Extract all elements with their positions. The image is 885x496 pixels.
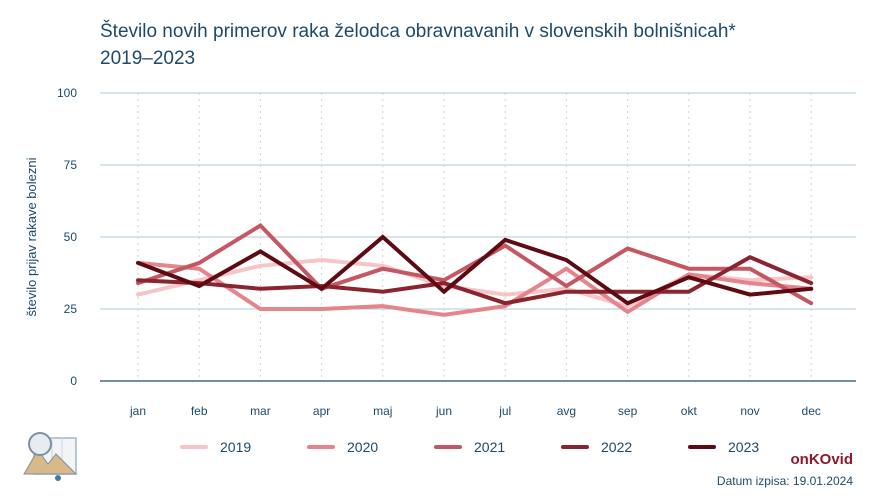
brand-label: onKOvid: [790, 451, 854, 468]
legend: 2019 2020 2021 2022 2023: [180, 437, 800, 457]
series-line-2022: [136, 254, 814, 306]
chart-title-line1: Število novih primerov raka želodca obra…: [100, 21, 736, 42]
line-chart: 0 25 50 75 100 jan feb mar apr maj jun jul avg sep ok…: [24, 86, 856, 418]
legend-item-2023[interactable]: 2023: [688, 437, 759, 457]
legend-item-2019[interactable]: 2019: [180, 437, 251, 457]
legend-label: 2021: [474, 439, 506, 455]
series-line-2021: [136, 222, 814, 306]
legend-swatch: [688, 445, 716, 449]
chart-title: Število novih primerov raka želodca obra…: [100, 18, 860, 72]
series-line-2020: [136, 260, 814, 317]
y-tick-label: 50: [64, 230, 78, 244]
x-tick-label: sep: [618, 404, 638, 418]
x-tick-label: apr: [313, 404, 330, 418]
legend-item-2020[interactable]: 2020: [307, 437, 378, 457]
legend-swatch: [307, 445, 335, 449]
legend-item-2021[interactable]: 2021: [434, 437, 505, 457]
x-tick-labels: jan feb mar apr maj jun jul avg sep okt nov dec: [129, 404, 821, 418]
y-tick-label: 100: [57, 86, 77, 100]
legend-label: 2022: [601, 439, 633, 455]
x-tick-label: feb: [191, 404, 208, 418]
x-tick-label: avg: [557, 404, 576, 418]
print-date: Datum izpisa: 19.01.2024: [716, 474, 853, 488]
y-tick-label: 75: [64, 158, 78, 172]
legend-swatch: [180, 445, 208, 449]
legend-label: 2023: [728, 439, 760, 455]
x-tick-label: maj: [373, 404, 392, 418]
x-tick-label: mar: [250, 404, 271, 418]
x-tick-label: okt: [681, 404, 698, 418]
x-tick-label: jan: [129, 404, 146, 418]
x-tick-label: jul: [498, 404, 511, 418]
x-tick-label: jun: [435, 404, 452, 418]
y-axis-label: število prijav rakave bolezni: [24, 157, 39, 316]
series-line-2023: [136, 234, 814, 306]
legend-swatch: [434, 445, 462, 449]
grid-lines: [100, 92, 856, 382]
x-tick-label: dec: [802, 404, 821, 418]
legend-label: 2020: [347, 439, 379, 455]
y-tick-label: 25: [64, 302, 78, 316]
legend-label: 2019: [220, 439, 252, 455]
legend-swatch: [561, 445, 589, 449]
chart-title-line2: 2019–2023: [100, 48, 196, 69]
y-tick-labels: 0 25 50 75 100: [57, 86, 77, 388]
legend-item-2022[interactable]: 2022: [561, 437, 632, 457]
y-tick-label: 0: [70, 374, 77, 388]
onkovid-logo: [20, 428, 82, 484]
x-tick-label: nov: [740, 404, 759, 418]
series-lines: [136, 222, 814, 317]
